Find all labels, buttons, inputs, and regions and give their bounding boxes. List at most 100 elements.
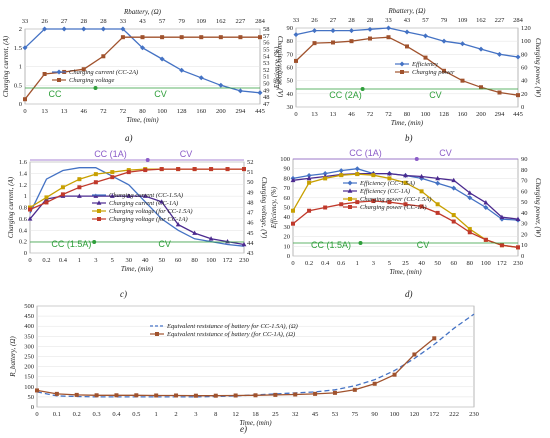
x-axis-label: Time, (min) <box>121 265 154 273</box>
x-tick-label: 230 <box>239 257 249 264</box>
mode-divider <box>145 158 150 162</box>
y-tick-label: 350 <box>24 333 34 340</box>
x-tick-label: 0.1 <box>53 411 61 418</box>
legend-label: Charging power (CC-1A) <box>360 204 427 211</box>
data-point <box>77 185 82 190</box>
x-tick-label: 160 <box>458 111 468 118</box>
x-tick-label: 100 <box>481 260 491 267</box>
x-tick-label: 0.2 <box>42 257 50 264</box>
data-point <box>412 352 417 357</box>
x-tick-label: 30 <box>126 257 133 264</box>
y-tick-label: 10 <box>284 243 291 250</box>
data-point <box>93 172 98 177</box>
y2-tick-label: 49 <box>263 87 270 94</box>
data-point <box>23 97 27 102</box>
x-tick-label: 230 <box>469 411 479 418</box>
data-point <box>60 185 65 190</box>
legend-marker <box>347 188 353 193</box>
top-tick-label: 162 <box>476 17 486 24</box>
y-tick-label: 1.4 <box>19 170 28 177</box>
y2-axis-label: Charging voltage, (V) <box>260 177 268 239</box>
top-tick-label: 26 <box>311 17 318 24</box>
x-tick-label: 13 <box>61 108 68 115</box>
data-point <box>101 54 106 59</box>
top-tick-label: 28 <box>367 17 374 24</box>
data-point <box>435 210 440 215</box>
y2-tick-label: 56 <box>263 40 270 47</box>
top-tick-label: 33 <box>120 18 127 25</box>
data-point <box>213 393 218 398</box>
data-point <box>253 393 258 398</box>
data-point <box>432 336 437 341</box>
data-point <box>338 168 344 174</box>
data-point <box>515 216 521 221</box>
data-point <box>143 168 148 173</box>
data-point <box>460 41 465 47</box>
y-axis-label: Efficiency, (%) <box>273 46 281 89</box>
series-line <box>36 337 435 397</box>
x-tick-label: 13 <box>41 108 48 115</box>
top-tick-label: 43 <box>139 18 146 25</box>
y-tick-label: 70 <box>284 185 291 192</box>
y2-tick-label: 51 <box>263 74 270 81</box>
data-point <box>199 35 204 40</box>
x-tick-label: 50 <box>434 260 441 267</box>
top-tick-label: 26 <box>41 18 48 25</box>
mode-label: CC (1.5A) <box>51 239 91 249</box>
data-point <box>331 40 335 45</box>
legend-label: Charging current (CC-1A) <box>109 200 178 207</box>
x-tick-label: 160 <box>196 108 206 115</box>
data-point <box>386 35 391 40</box>
y-tick-label: 1.6 <box>19 159 28 166</box>
y-tick-label: 50 <box>284 205 291 212</box>
data-point <box>306 175 312 181</box>
x-tick-label: 5 <box>111 257 114 264</box>
data-point <box>516 245 520 250</box>
x-tick-label: 0.4 <box>112 411 121 418</box>
y2-tick-label: 0 <box>521 253 524 260</box>
x-tick-label: 3 <box>372 260 375 267</box>
data-point <box>483 205 489 210</box>
data-point <box>419 189 424 194</box>
x-tick-label: 80 <box>467 260 474 267</box>
panel-label: c) <box>120 289 127 299</box>
x-tick-label: 32 <box>292 411 299 418</box>
x-tick-label: 72 <box>367 111 374 118</box>
y2-tick-label: 43 <box>247 250 254 257</box>
data-point <box>218 35 223 40</box>
y2-tick-label: 100 <box>521 38 531 45</box>
data-point <box>179 35 184 40</box>
data-point <box>159 167 164 172</box>
data-point <box>387 170 392 176</box>
y2-tick-label: 60 <box>521 188 528 195</box>
y2-tick-label: 20 <box>521 231 528 238</box>
data-point <box>54 391 59 396</box>
data-point <box>28 207 32 212</box>
x-tick-label: 80 <box>404 111 411 118</box>
y-tick-label: 60 <box>287 65 294 72</box>
legend-label: Equivalent resistance of battery (for CC… <box>166 331 295 338</box>
data-point <box>241 241 247 247</box>
data-point <box>174 393 179 398</box>
legend-label: Efficiency <box>411 61 438 68</box>
legend-marker <box>155 332 159 336</box>
mode-divider <box>414 157 419 161</box>
data-point <box>110 175 115 180</box>
data-point <box>94 393 99 398</box>
mode-label: CV <box>154 89 167 99</box>
y-tick-label: 0 <box>19 101 22 108</box>
top-tick-label: 28 <box>100 18 107 25</box>
data-point <box>451 213 456 218</box>
x-tick-label: 222 <box>449 411 459 418</box>
y2-tick-label: 60 <box>521 65 528 72</box>
mode-label: CC (1.5A) <box>311 240 351 250</box>
y2-tick-label: 50 <box>247 179 254 186</box>
data-point <box>306 172 312 178</box>
data-point <box>238 35 243 40</box>
x-tick-label: 445 <box>513 111 523 118</box>
data-point <box>22 45 28 51</box>
y2-tick-label: 47 <box>247 210 254 217</box>
x-tick-label: 0.5 <box>132 411 140 418</box>
top-tick-label: 57 <box>422 17 429 24</box>
